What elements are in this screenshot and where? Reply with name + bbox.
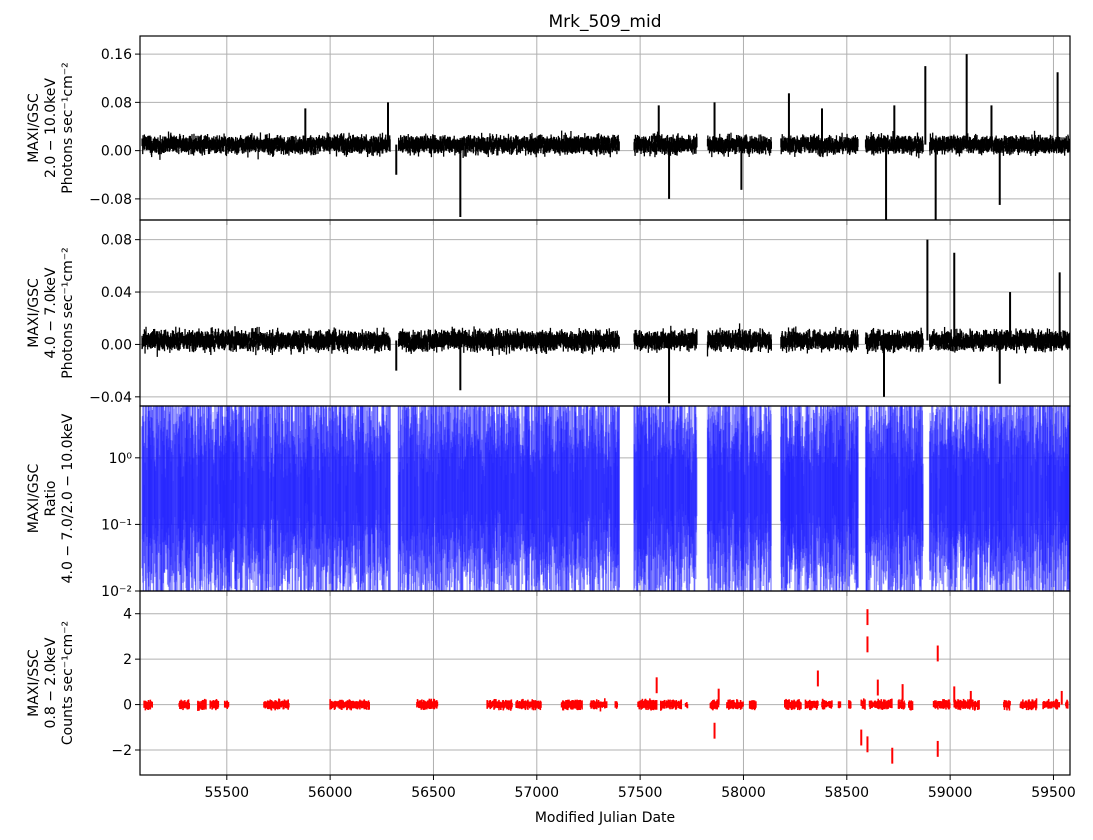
panel-frame (139, 35, 1071, 221)
y-tick-label: 0.00 (101, 144, 132, 160)
y-tick-label: −0.08 (89, 192, 132, 208)
chart-title: Mrk_509_mid (548, 12, 661, 32)
series-2 (141, 239, 1070, 404)
x-axis-label: Modified Julian Date (535, 810, 675, 826)
y-axis-label-line: 2.0 − 10.0keV (43, 78, 59, 178)
y-axis-label: MAXI/GSC2.0 − 10.0keVPhotons sec⁻¹cm⁻² (26, 62, 76, 194)
series-1 (141, 54, 1070, 220)
y-axis-label-line: Photons sec⁻¹cm⁻² (60, 62, 76, 194)
y-tick-label: 0.16 (101, 47, 132, 63)
panels: 0.16 0.08 0.00 −0.08 MAXI/GSC2.0 − 10.0keVPh… (26, 35, 1076, 801)
y-axis-label-line: MAXI/GSC (26, 93, 42, 163)
panel-1: 0.16 0.08 0.00 −0.08 MAXI/GSC2.0 − 10.0keVPh… (26, 35, 1071, 225)
y-tick-label: 0.08 (101, 95, 132, 111)
